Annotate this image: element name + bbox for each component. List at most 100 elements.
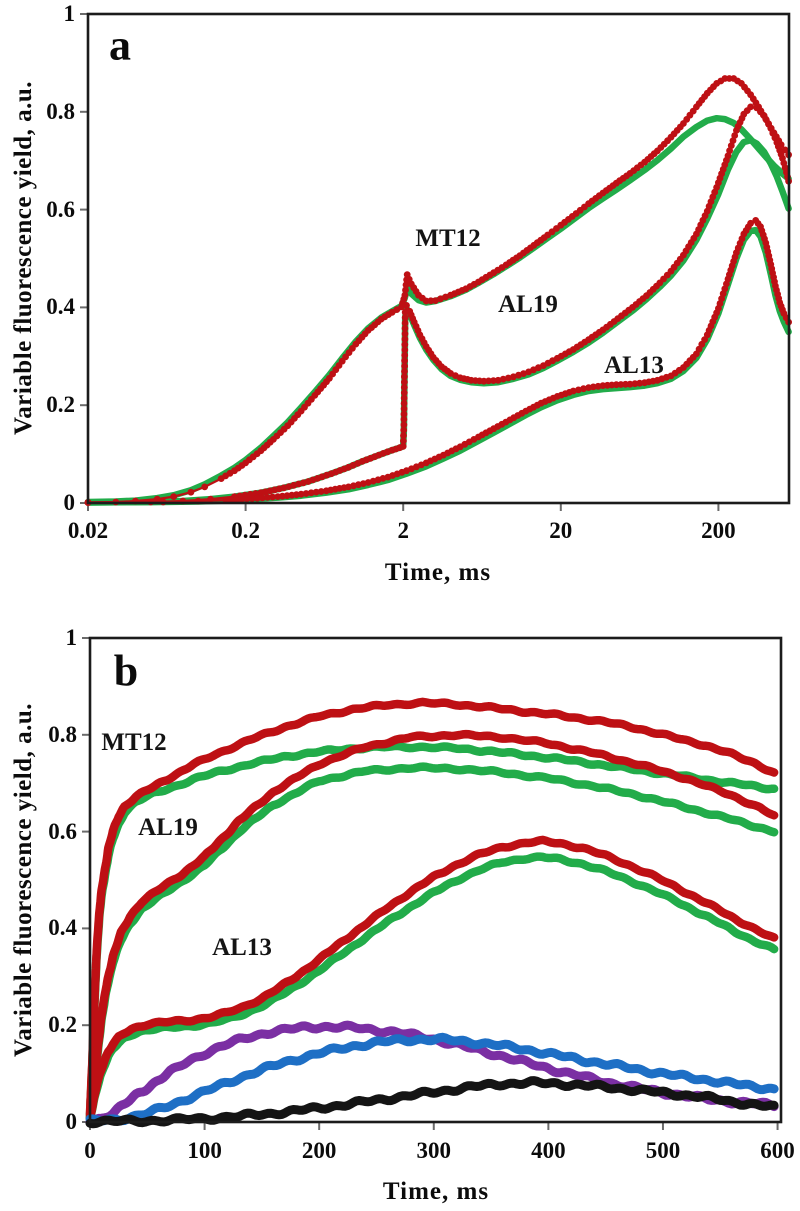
marker-dot <box>201 483 209 491</box>
marker-dot <box>401 291 409 299</box>
marker-dot <box>170 493 178 500</box>
panel-b-y-tick-label: 0.6 <box>48 818 77 844</box>
marker-dot <box>399 442 407 450</box>
series-al19-red-b <box>85 729 779 1120</box>
marker-dot <box>504 374 512 382</box>
marker-dot <box>401 325 409 332</box>
marker-dot <box>401 378 408 386</box>
marker-dot <box>401 319 409 327</box>
panel-b-y-tick-label: 0.8 <box>48 721 77 747</box>
marker-dot <box>724 152 732 160</box>
marker-dot <box>485 377 492 385</box>
panel-a-x-tick-label: 0.02 <box>67 518 109 543</box>
marker-dot <box>726 147 733 155</box>
marker-dot <box>243 495 251 503</box>
marker-dot <box>401 373 408 381</box>
series-al19-red-a <box>84 103 792 506</box>
panel-b <box>82 636 783 1130</box>
marker-dot <box>400 432 407 439</box>
panel-a-x-tick-label: 2 <box>397 518 409 543</box>
marker-dot <box>302 490 310 497</box>
marker-dot <box>259 494 266 502</box>
marker-dot <box>187 488 195 496</box>
marker-dot <box>575 386 582 394</box>
panel-a-letter: a <box>109 20 131 70</box>
curve-blue-b <box>85 1032 779 1126</box>
marker-dot <box>401 362 408 370</box>
marker-dot <box>401 335 409 343</box>
panel-b-letter: b <box>113 646 139 696</box>
marker-dot <box>233 496 240 503</box>
marker-dot <box>580 385 587 393</box>
marker-dot <box>400 421 408 429</box>
marker-dot <box>400 437 407 445</box>
marker-dot <box>400 410 408 418</box>
panel-b-y-tick-label: 0.4 <box>48 915 77 941</box>
curve-al19-red-b <box>85 729 779 1120</box>
marker-dot <box>401 346 409 354</box>
marker-dot <box>253 494 261 502</box>
marker-dot <box>227 496 235 504</box>
marker-dot <box>307 489 315 497</box>
panel-b-y-tick-label: 0.2 <box>48 1012 77 1038</box>
marker-dot <box>401 341 409 348</box>
marker-dot <box>432 297 439 304</box>
panel-a-x-axis-title: Time, ms <box>384 559 492 586</box>
marker-dot <box>781 146 789 154</box>
marker-dot <box>401 368 408 375</box>
marker-dot <box>400 384 408 391</box>
marker-dot <box>401 314 409 322</box>
marker-dot <box>729 137 737 145</box>
panel-a-frame <box>86 12 791 505</box>
curve-label-mt12-panel-a: MT12 <box>415 225 481 252</box>
marker-dot <box>317 488 325 495</box>
panel-b-x-axis-title: Time, ms <box>382 1178 490 1205</box>
panel-a-y-axis-title: Variable fluorescence yield, a.u. <box>10 81 37 435</box>
panel-a-y-tick-label: 1 <box>63 1 76 26</box>
panel-a <box>80 12 792 511</box>
marker-dot <box>312 488 320 496</box>
series-al13-red-b <box>85 835 779 1122</box>
marker-dot <box>401 330 409 338</box>
marker-dot <box>401 351 409 359</box>
marker-dot <box>402 281 410 289</box>
marker-dot <box>494 376 502 384</box>
marker-dot <box>626 380 634 388</box>
panel-a-x-tick-label: 20 <box>549 518 573 543</box>
marker-dot <box>269 493 276 501</box>
panel-b-x-tick-label: 200 <box>301 1138 337 1163</box>
marker-dot <box>400 416 408 423</box>
marker-dot <box>400 389 408 397</box>
marker-dot <box>297 490 305 498</box>
marker-dot <box>520 370 527 377</box>
panel-b-x-tick-label: 100 <box>187 1138 222 1163</box>
curve-label-al13-panel-b: AL13 <box>212 934 272 961</box>
curve-black-b <box>85 1076 779 1129</box>
curve-al13-green-b <box>85 852 779 1122</box>
marker-dot <box>403 302 410 309</box>
series-mt12-red-b <box>85 697 779 1118</box>
curve-mt12-red-b <box>85 697 779 1118</box>
marker-dot <box>264 494 271 501</box>
curve-al13-red-b <box>85 835 779 1122</box>
series-mt12-red-a <box>84 75 792 506</box>
panel-b-x-tick-label: 0 <box>84 1138 96 1163</box>
marker-dot <box>402 286 409 294</box>
marker-dot <box>400 426 408 434</box>
marker-dot <box>499 375 507 383</box>
marker-dot <box>636 379 644 387</box>
marker-dot <box>747 103 754 111</box>
panel-a-y-tick-label: 0.4 <box>46 294 75 320</box>
curve-label-al19-panel-b: AL19 <box>138 814 198 841</box>
curve-label-al13-panel-a: AL13 <box>604 352 664 379</box>
panel-a-y-tick-label: 0 <box>63 490 76 515</box>
panel-a-y-tick-label: 0.6 <box>46 196 75 222</box>
marker-dot <box>747 219 754 227</box>
series-al13-red-a <box>84 217 792 506</box>
panel-b-x-tick-label: 300 <box>416 1138 452 1163</box>
panel-b-frame <box>88 636 783 1124</box>
panel-b-x-tick-label: 600 <box>760 1138 795 1163</box>
marker-dot <box>401 357 408 365</box>
